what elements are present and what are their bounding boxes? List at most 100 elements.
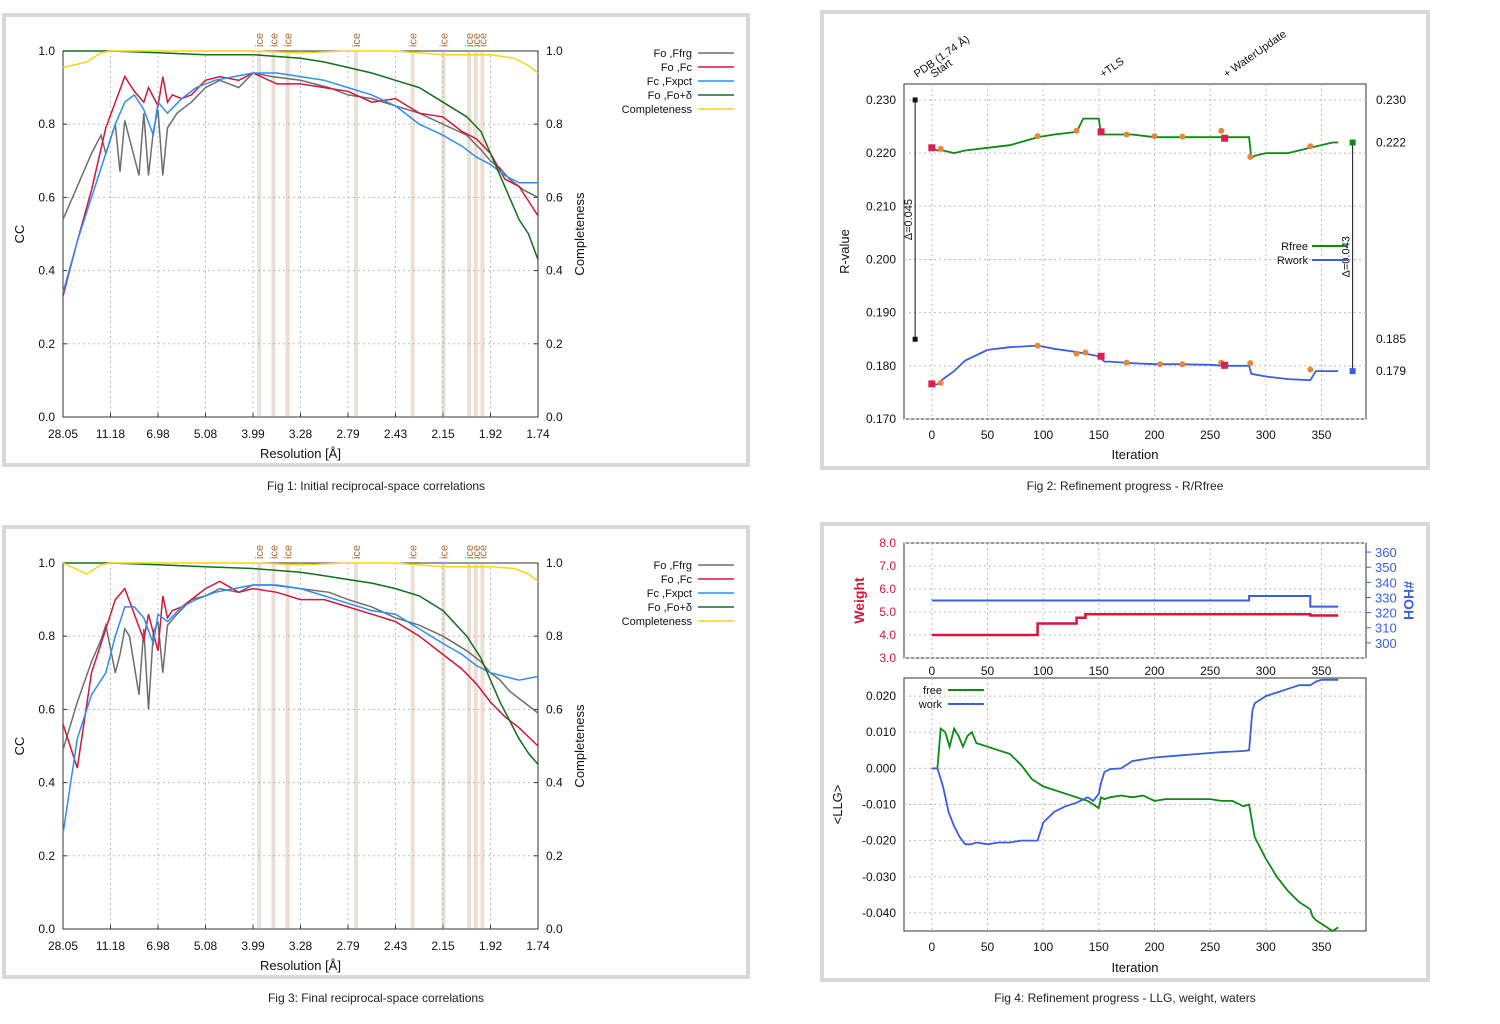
fig4-weight-tick-label: 8.0	[879, 536, 896, 550]
fig1-chart: 28.05 11.18 6.98 5.08 3.99 3.28 2.79 2.43 2.15 1.…	[12, 33, 734, 461]
fig2-marker-orange	[1179, 133, 1186, 140]
fig2-marker-red	[928, 144, 936, 152]
fig4-weight-tick-label: 4.0	[879, 628, 896, 642]
fig4-top-x-tick-label: 50	[981, 664, 995, 678]
fig3-y2-tick-label: 0.4	[546, 776, 563, 790]
fig1-ice-label: ice	[408, 33, 420, 47]
fig1-y-tick-label: 0.4	[38, 264, 55, 278]
fig4-waters-tick-label: 350	[1375, 560, 1397, 575]
fig3-ice-ring	[480, 563, 485, 929]
fig3-y-tick-label: 1.0	[38, 556, 55, 570]
fig2-marker-red	[1097, 128, 1105, 136]
fig3-legend-label: Completeness	[622, 616, 693, 628]
fig2-annotation: + WaterUpdate	[1221, 28, 1288, 80]
fig1-ice-label: ice	[283, 33, 295, 47]
fig3-ice-ring	[354, 563, 359, 929]
fig4-llg-tick-label: 0.010	[866, 725, 896, 739]
fig1-y-axis-label: CC	[12, 225, 27, 244]
fig4-top-x-tick-label: 300	[1256, 664, 1276, 678]
fig4-bottom-x-tick-label: 100	[1033, 940, 1053, 954]
fig3-caption: Fig 3: Final reciprocal-space correlatio…	[267, 991, 485, 1005]
fig4-waters-axis-label: #HOH	[1401, 581, 1417, 620]
fig1-x-tick-label: 11.18	[96, 427, 125, 441]
fig3-ice-ring	[467, 563, 472, 929]
fig1-caption: Fig 1: Initial reciprocal-space correlat…	[266, 479, 486, 493]
fig2-marker-black	[912, 97, 918, 103]
fig2-marker-orange	[1073, 350, 1080, 357]
fig4-waters-tick-label: 320	[1375, 606, 1397, 621]
fig3-x-tick-label: 11.18	[96, 939, 125, 953]
fig1-y-tick-label: 0.2	[38, 337, 55, 351]
fig1-ice-label: ice	[268, 33, 280, 47]
fig2-marker-orange	[1082, 349, 1089, 356]
fig3-ice-ring	[441, 563, 446, 929]
fig1-ice-ring	[271, 51, 276, 417]
fig1-series-fo_fo_delta	[63, 50, 539, 260]
fig2-caption: Fig 2: Refinement progress - R/Rfree	[1026, 479, 1224, 493]
fig2-marker-red	[928, 380, 936, 388]
fig1-y-tick-label: 1.0	[38, 44, 55, 58]
fig3-x-tick-label: 3.28	[289, 939, 313, 953]
fig2-y-tick-label: 0.180	[866, 359, 896, 373]
fig1-series-completeness	[62, 50, 539, 74]
fig2-y-tick-label: 0.220	[866, 146, 896, 160]
fig3-series-completeness	[62, 562, 539, 582]
fig1-ice-ring	[285, 51, 290, 417]
fig3-legend-label: Fo ,Fc	[661, 574, 693, 586]
fig1-series-fo_fc	[62, 72, 539, 297]
fig3-x-tick-label: 5.08	[194, 939, 218, 953]
fig3-y2-tick-label: 0.0	[546, 922, 563, 936]
fig3-x-tick-label: 28.05	[48, 939, 78, 953]
fig3-y2-tick-label: 0.2	[546, 849, 563, 863]
fig1-ice-ring	[441, 51, 446, 417]
fig4-llg-tick-label: -0.040	[862, 906, 896, 920]
fig2-marker-orange	[937, 379, 944, 386]
fig3-y2-tick-label: 0.6	[546, 702, 563, 716]
fig4-series-free	[931, 726, 1339, 933]
fig4-waters-tick-label: 340	[1375, 575, 1397, 590]
fig1-x-tick-label: 2.79	[336, 427, 360, 441]
fig1-ice-ring	[473, 51, 478, 417]
fig4-llg-tick-label: -0.020	[862, 834, 896, 848]
fig2-legend-label: Rfree	[1281, 241, 1308, 253]
fig1-ice-label: ice	[477, 33, 489, 47]
fig4-series-work	[931, 678, 1339, 846]
fig2-x-tick-label: 0	[928, 428, 935, 442]
fig2-marker-orange	[1307, 366, 1314, 373]
fig2-marker-red	[1097, 352, 1105, 360]
fig4-weight-tick-label: 6.0	[879, 582, 896, 596]
fig3-y-tick-label: 0.8	[38, 629, 55, 643]
fig3-series-fo_fo_delta	[63, 562, 539, 765]
fig1-series-fc_fxpct	[62, 72, 538, 293]
fig1-panel: 28.05 11.18 6.98 5.08 3.99 3.28 2.79 2.43 2.15 1.…	[2, 13, 750, 467]
fig2-series-rwork	[931, 344, 1339, 386]
fig1-legend-label: Completeness	[622, 104, 693, 116]
fig2-x-tick-label: 100	[1033, 428, 1053, 442]
fig2-marker-orange	[1247, 153, 1254, 160]
fig1-y2-axis-label: Completeness	[572, 192, 587, 276]
fig2-marker-orange	[1034, 342, 1041, 349]
fig4-series-weight	[931, 613, 1339, 637]
fig4-chart: 0 50 100 150 200 250 300 350 3.0 4.0 5.0 6.0 7.0 8.0 3…	[830, 536, 1417, 975]
fig2-y-axis-label: R-value	[837, 229, 852, 274]
fig2-marker-orange	[937, 145, 944, 152]
fig3-y-tick-label: 0.6	[38, 702, 55, 716]
fig3-ice-label: ice	[477, 545, 489, 559]
fig3-y-tick-label: 0.2	[38, 849, 55, 863]
fig2-marker-orange	[1123, 131, 1130, 138]
fig1-y2-tick-label: 0.4	[546, 264, 563, 278]
fig1-y-tick-label: 0.6	[38, 190, 55, 204]
fig2-y2-tick-label: 0.222	[1376, 135, 1406, 149]
fig2-y-tick-label: 0.230	[866, 93, 896, 107]
fig1-ice-label: ice	[438, 33, 450, 47]
fig4-llg-tick-label: -0.010	[862, 798, 896, 812]
fig2-marker-orange	[1123, 359, 1130, 366]
fig3-y-axis-label: CC	[12, 737, 27, 756]
fig3-y-tick-label: 0.4	[38, 776, 55, 790]
fig3-ice-ring	[285, 563, 290, 929]
fig4-top-x-tick-label: 150	[1089, 664, 1109, 678]
fig3-legend-label: Fo ,Fo+δ	[648, 602, 692, 614]
fig2-delta-label: Δ=0.043	[1341, 236, 1353, 277]
fig3-ice-label: ice	[268, 545, 280, 559]
fig1-legend-label: Fo ,Ffrg	[653, 48, 692, 60]
